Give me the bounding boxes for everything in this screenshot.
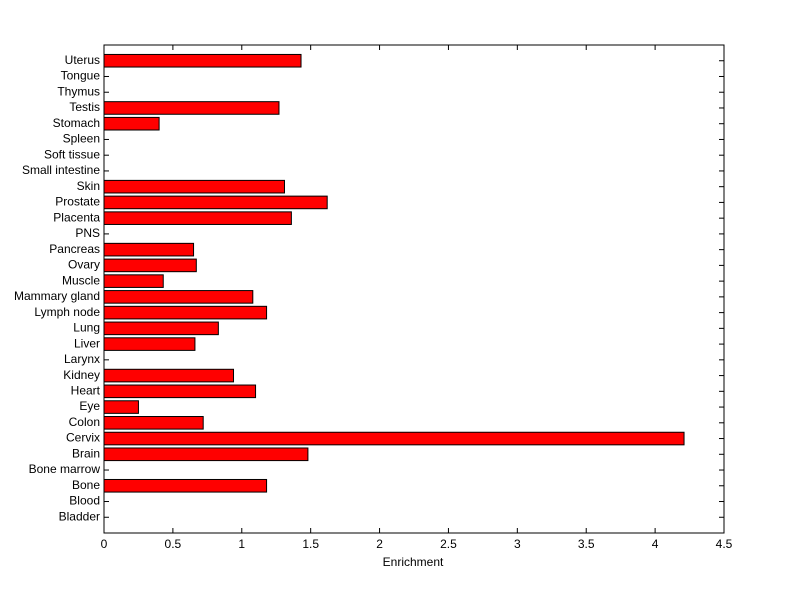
y-tick-label: Blood: [69, 494, 100, 508]
x-tick-label: 3.5: [578, 537, 595, 551]
bar: [103, 478, 268, 493]
y-tick-label: Uterus: [65, 53, 100, 67]
y-tick-label: Prostate: [55, 195, 100, 209]
x-tick-label: 0: [101, 537, 108, 551]
bar: [103, 211, 292, 225]
y-tick-label: Larynx: [64, 352, 100, 366]
bar: [103, 116, 160, 131]
bar: [103, 321, 219, 336]
bar: [103, 447, 309, 462]
y-tick-label: Bladder: [59, 509, 100, 523]
y-tick-label: Lymph node: [34, 305, 100, 319]
y-tick-label: Small intestine: [22, 163, 100, 177]
y-tick-label: Bone marrow: [29, 462, 101, 476]
x-tick-label: 1.5: [302, 537, 319, 551]
x-tick-label: 2: [376, 537, 383, 551]
y-tick-label: Placenta: [53, 210, 100, 224]
y-tick-label: Tongue: [61, 69, 101, 83]
bar: [103, 431, 685, 446]
y-tick-label: Testis: [69, 100, 100, 114]
y-tick-label: Soft tissue: [44, 147, 100, 161]
y-tick-label: Eye: [79, 399, 100, 413]
bar: [103, 179, 285, 194]
y-tick-label: Liver: [74, 336, 100, 350]
bar: [103, 368, 235, 383]
x-tick-label: 2.5: [440, 537, 457, 551]
bar: [103, 195, 328, 210]
y-tick-label: Kidney: [63, 368, 100, 382]
x-tick-label: 3: [514, 537, 521, 551]
x-tick-label: 0.5: [165, 537, 182, 551]
y-tick-label: Lung: [73, 321, 100, 335]
y-tick-label: Stomach: [53, 116, 100, 130]
y-tick-label: Cervix: [66, 431, 100, 445]
bar: [103, 416, 204, 430]
x-tick-label: 1: [238, 537, 245, 551]
y-tick-label: Mammary gland: [14, 289, 100, 303]
bar: [103, 400, 139, 414]
y-tick-label: Heart: [71, 383, 101, 397]
bar: [103, 305, 268, 320]
y-tick-label: Bone: [72, 478, 100, 492]
y-tick-label: Brain: [72, 446, 100, 460]
bar: [103, 384, 257, 399]
bar: [103, 53, 302, 68]
y-tick-label: PNS: [75, 226, 100, 240]
bar: [103, 242, 195, 257]
x-tick-label: 4.5: [716, 537, 733, 551]
x-tick-label: 4: [652, 537, 659, 551]
y-tick-label: Muscle: [62, 273, 100, 287]
y-tick-label: Skin: [77, 179, 100, 193]
bar: [103, 337, 196, 351]
bar: [103, 290, 254, 304]
x-axis-label: Enrichment: [383, 555, 444, 569]
bar: [103, 101, 280, 115]
y-tick-label: Thymus: [57, 84, 100, 98]
y-tick-label: Colon: [69, 415, 100, 429]
y-tick-label: Pancreas: [49, 242, 100, 256]
bar: [103, 258, 197, 273]
y-tick-label: Ovary: [68, 258, 100, 272]
bar: [103, 274, 164, 288]
y-tick-label: Spleen: [63, 132, 100, 146]
